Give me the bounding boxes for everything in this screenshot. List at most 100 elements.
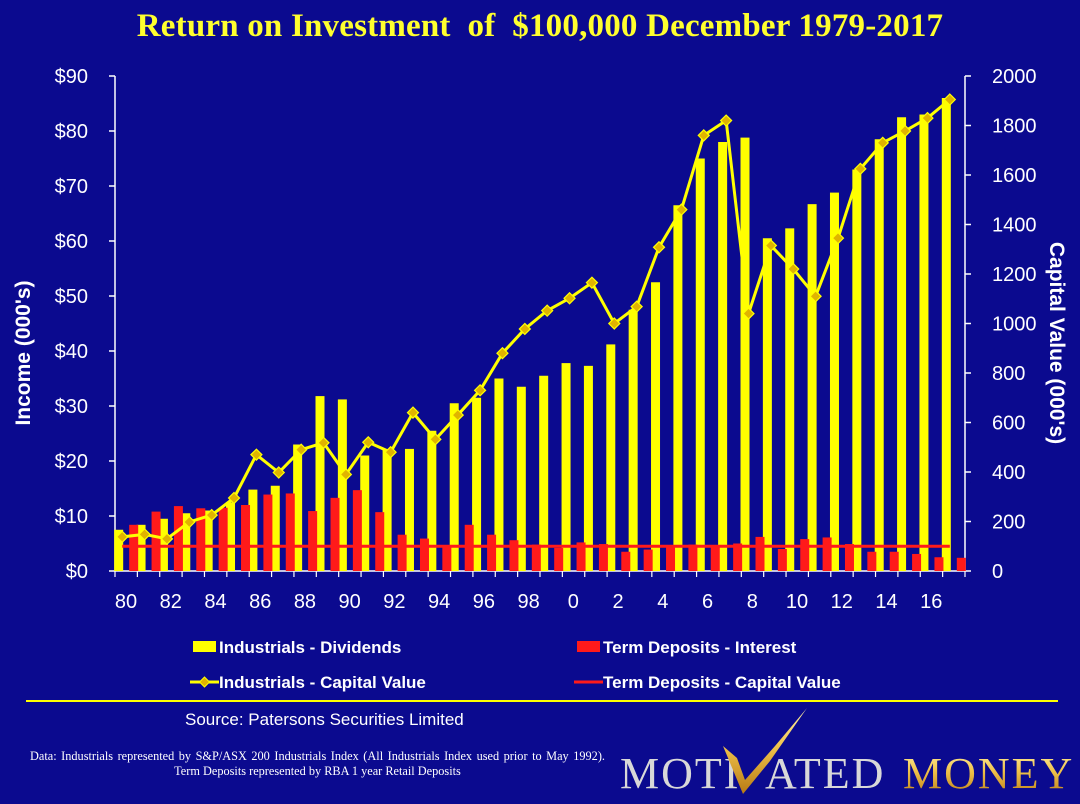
left-axis-ticks: $0 $10 $20 $30 $40 $50 $60 $70 $80 $90 — [55, 66, 115, 583]
interest-bar — [397, 534, 407, 571]
x-tick-label: 96 — [473, 591, 495, 613]
capital-value-marker — [518, 322, 532, 336]
right-tick-label: 0 — [992, 561, 1003, 583]
left-tick-label: $20 — [55, 451, 88, 473]
legend-dividends: Industrials - Dividends — [193, 638, 401, 657]
capital-value-marker — [227, 491, 241, 505]
right-tick-label: 600 — [992, 413, 1025, 435]
capital-value-marker — [563, 291, 576, 305]
x-tick-label: 0 — [568, 591, 579, 613]
interest-bar — [419, 538, 429, 571]
capital-value-marker — [294, 443, 308, 457]
left-tick-label: $70 — [55, 176, 88, 198]
interest-bar — [531, 544, 541, 571]
right-tick-label: 200 — [992, 512, 1025, 534]
x-tick-label: 8 — [747, 591, 758, 613]
capital-value-marker — [898, 124, 912, 138]
interest-bar — [867, 551, 877, 571]
x-axis-ticks: 80 82 84 86 88 90 92 94 96 98 0 2 4 6 8 10 12 14 16 — [114, 571, 966, 613]
left-tick-label: $30 — [55, 396, 88, 418]
capital-value-marker — [473, 383, 487, 397]
left-tick-label: $60 — [55, 231, 88, 253]
capital-value-marker — [853, 162, 867, 176]
interest-bar — [308, 511, 318, 571]
data-footnote: Data: Industrials represented by S&P/ASX… — [30, 749, 605, 778]
interest-bar — [912, 553, 922, 571]
logo-text-part-2: ATED — [765, 749, 885, 798]
x-tick-label: 86 — [249, 591, 271, 613]
capital-value-marker — [272, 466, 286, 479]
right-tick-label: 800 — [992, 363, 1025, 385]
capital-value-marker — [764, 239, 778, 252]
x-tick-label: 6 — [702, 591, 713, 613]
capital-value-marker — [585, 276, 599, 290]
capital-value-marker — [384, 445, 397, 459]
interest-bar — [241, 505, 251, 571]
legend-marker — [198, 676, 211, 688]
bars — [114, 98, 966, 571]
interest-bar — [464, 524, 474, 571]
capital-value-marker — [630, 300, 644, 314]
interest-bar — [822, 537, 832, 571]
legend-label: Industrials - Capital Value — [219, 673, 426, 692]
interest-bar — [554, 547, 564, 571]
logo-text-part-3: MONEY — [903, 749, 1074, 798]
dividend-bar — [941, 98, 951, 571]
x-tick-label: 12 — [831, 591, 853, 613]
dividend-bar — [718, 142, 728, 571]
capital-value-marker — [809, 289, 822, 303]
capital-value-marker — [786, 262, 800, 276]
industrials-capital-line — [122, 98, 951, 541]
capital-value-marker — [742, 307, 755, 320]
capital-value-marker — [361, 435, 375, 449]
capital-value-marker — [182, 515, 196, 529]
interest-bar — [777, 549, 787, 571]
capital-value-marker — [921, 111, 934, 125]
x-tick-label: 16 — [920, 591, 942, 613]
dividend-bar — [181, 513, 191, 571]
capital-value-marker — [451, 408, 465, 422]
x-tick-label: 88 — [294, 591, 316, 613]
capital-value-marker — [250, 448, 263, 462]
right-tick-label: 2000 — [992, 66, 1037, 88]
capital-value-marker — [675, 203, 688, 216]
legend-interest: Term Deposits - Interest — [577, 638, 797, 657]
dividend-bar — [360, 455, 370, 571]
dividend-bar — [114, 529, 124, 571]
interest-bar — [755, 536, 765, 571]
legend-swatch — [193, 641, 216, 652]
x-tick-label: 2 — [613, 591, 624, 613]
interest-bar — [330, 497, 340, 571]
capital-value-marker — [115, 530, 129, 544]
legend: Industrials - Dividends Term Deposits - I… — [190, 638, 841, 692]
interest-bar — [889, 551, 899, 571]
interest-bar — [733, 543, 743, 571]
chart-title: Return on Investment of $100,000 Decembe… — [136, 8, 944, 44]
dividend-bar — [248, 489, 258, 571]
dividend-bar — [852, 169, 862, 571]
x-tick-label: 84 — [204, 591, 226, 613]
interest-bar — [129, 524, 139, 571]
dividend-bar — [382, 450, 392, 571]
dividend-bar — [293, 444, 303, 571]
capital-value-marker — [160, 532, 174, 546]
interest-bar — [576, 542, 586, 571]
capital-value-marker — [406, 406, 420, 419]
dividend-bar — [740, 137, 750, 571]
capital-value-marker — [652, 240, 666, 254]
capital-value-marker — [205, 508, 219, 522]
x-tick-label: 10 — [786, 591, 808, 613]
right-axis-label: Capital Value (000's) — [1045, 242, 1068, 444]
legend-label: Term Deposits - Interest — [603, 638, 797, 657]
dividend-bar — [539, 375, 549, 571]
dividend-bar — [874, 139, 884, 571]
dividend-bar — [673, 205, 683, 571]
interest-bar — [442, 545, 452, 571]
dividend-bar — [628, 309, 638, 571]
capital-value-marker — [496, 346, 509, 360]
interest-bar — [352, 490, 362, 571]
interest-bar — [956, 557, 966, 571]
legend-label: Term Deposits - Capital Value — [603, 673, 841, 692]
left-tick-label: $90 — [55, 66, 88, 88]
